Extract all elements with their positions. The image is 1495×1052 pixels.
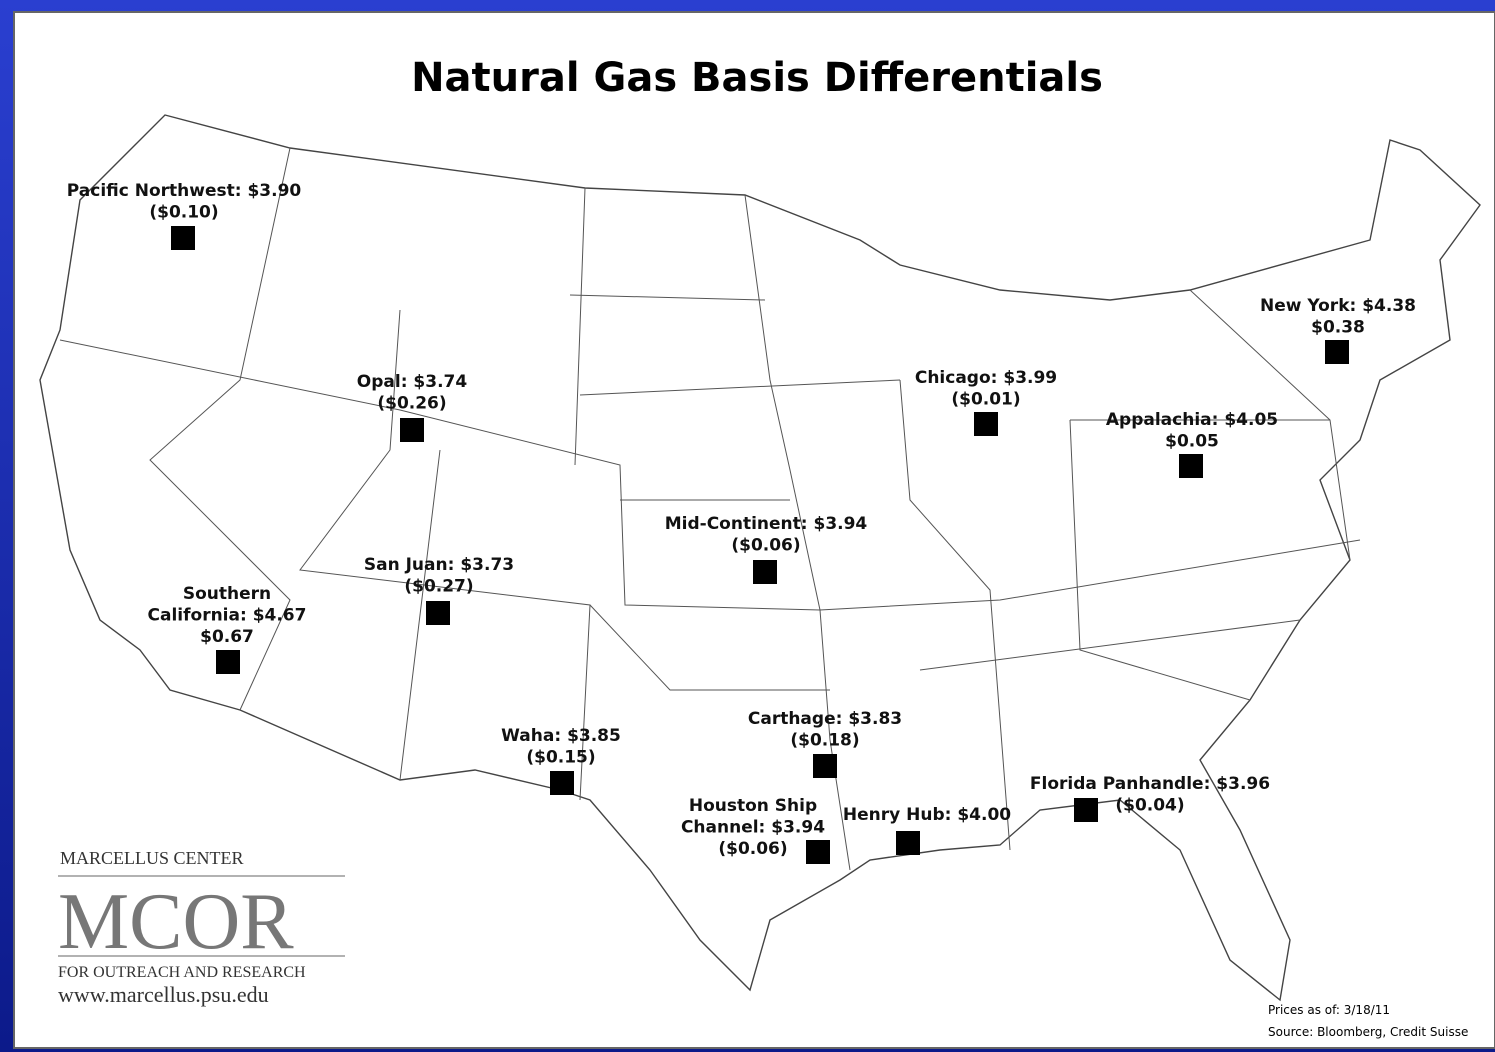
logo-bottom: FOR OUTREACH AND RESEARCH: [58, 964, 306, 981]
hub-label: Opal: $3.74: [357, 372, 468, 392]
hub-marker: [400, 418, 424, 442]
hub-label: Waha: $3.85: [501, 726, 621, 746]
hub-label: Appalachia: $4.05: [1106, 410, 1278, 430]
hub-label: New York: $4.38: [1260, 296, 1416, 316]
panel: [13, 11, 1495, 1049]
hub-label: $0.67: [200, 627, 254, 647]
hub-label: Channel: $3.94: [681, 818, 825, 838]
hub-marker: [171, 226, 195, 250]
hub-marker: [216, 650, 240, 674]
hub-label: Florida Panhandle: $3.96: [1030, 774, 1270, 794]
logo-name: MCOR: [58, 878, 294, 966]
logo: MARCELLUS CENTER MCOR FOR OUTREACH AND R…: [58, 848, 345, 1007]
logo-url: www.marcellus.psu.edu: [58, 982, 269, 1007]
title: Natural Gas Basis Differentials: [411, 55, 1103, 101]
hub-label: San Juan: $3.73: [364, 555, 514, 575]
hub-label: ($0.15): [526, 748, 595, 768]
hub-marker: [806, 840, 830, 864]
hub-label: ($0.27): [404, 577, 473, 597]
hub-marker: [813, 754, 837, 778]
hub-label: ($0.18): [790, 731, 859, 751]
logo-top: MARCELLUS CENTER: [60, 848, 244, 868]
us-outline: [39, 114, 1481, 1002]
hub-marker: [896, 831, 920, 855]
hub-label: Pacific Northwest: $3.90: [67, 181, 302, 201]
hub-label: ($0.01): [951, 390, 1020, 410]
hub-label: ($0.10): [149, 203, 218, 223]
hub-label: Mid-Continent: $3.94: [665, 514, 868, 534]
hub-label: $0.38: [1311, 318, 1365, 338]
state-lines: [59, 147, 1361, 871]
hub-marker: [426, 601, 450, 625]
hub-marker: [1179, 454, 1203, 478]
hub-label: ($0.06): [718, 839, 787, 859]
hub-marker: [753, 560, 777, 584]
hub-label: Southern: [183, 584, 271, 604]
hub-label: ($0.06): [731, 536, 800, 556]
hub-label: $0.05: [1165, 432, 1219, 452]
hub-marker: [1325, 340, 1349, 364]
hub-label: Chicago: $3.99: [915, 368, 1057, 388]
hub-label: ($0.26): [377, 394, 446, 414]
hub-label: Houston Ship: [689, 796, 817, 816]
footnote: Source: Bloomberg, Credit Suisse: [1268, 1025, 1468, 1039]
hub-marker: [550, 771, 574, 795]
hub-label: Carthage: $3.83: [748, 709, 902, 729]
footnote: Prices as of: 3/18/11: [1268, 1003, 1390, 1017]
hub-marker: [1074, 798, 1098, 822]
hub-label: California: $4.67: [148, 606, 307, 626]
hub-label: Henry Hub: $4.00: [843, 805, 1011, 825]
hub-label: ($0.04): [1115, 796, 1184, 816]
hub-marker: [974, 412, 998, 436]
